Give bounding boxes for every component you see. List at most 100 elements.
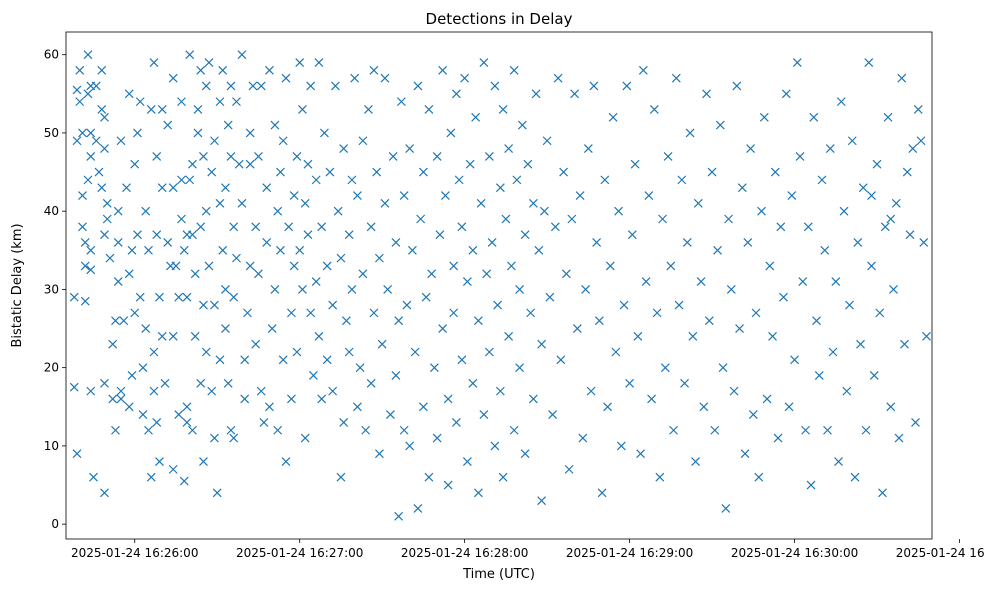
data-point-40 xyxy=(111,425,120,435)
data-point-186 xyxy=(300,198,310,208)
data-point-128 xyxy=(218,65,228,75)
data-point-171 xyxy=(278,136,288,146)
data-point-25 xyxy=(94,167,104,177)
data-point-59 xyxy=(135,97,145,107)
data-point-231 xyxy=(377,339,387,349)
data-point-168 xyxy=(273,425,283,435)
data-point-299 xyxy=(504,331,514,341)
x-tick-label-4: 2025-01-24 16:30:00 xyxy=(731,546,858,560)
data-point-219 xyxy=(355,363,365,373)
data-point-79 xyxy=(160,378,170,388)
data-point-434 xyxy=(858,183,868,193)
data-point-455 xyxy=(916,136,926,146)
data-point-189 xyxy=(303,230,313,240)
data-point-441 xyxy=(878,488,887,498)
data-point-277 xyxy=(462,457,472,466)
data-point-272 xyxy=(454,175,464,185)
data-point-55 xyxy=(130,159,140,169)
data-point-142 xyxy=(232,253,241,263)
data-point-348 xyxy=(622,81,632,91)
data-point-447 xyxy=(894,433,904,443)
data-point-176 xyxy=(287,308,296,318)
data-point-108 xyxy=(196,65,206,75)
data-point-458 xyxy=(886,214,896,224)
data-point-7 xyxy=(78,128,87,138)
data-point-257 xyxy=(427,269,437,279)
data-point-78 xyxy=(157,331,167,341)
data-point-141 xyxy=(232,97,241,107)
data-point-353 xyxy=(636,449,646,459)
data-point-191 xyxy=(306,308,316,318)
data-point-65 xyxy=(144,245,153,255)
data-point-198 xyxy=(317,394,327,404)
data-point-24 xyxy=(91,136,101,146)
data-point-64 xyxy=(144,425,153,435)
data-point-220 xyxy=(358,136,368,146)
data-point-209 xyxy=(339,144,349,154)
data-point-214 xyxy=(347,175,357,185)
data-point-378 xyxy=(704,316,714,326)
data-point-328 xyxy=(567,214,577,224)
data-point-107 xyxy=(193,128,203,138)
data-point-111 xyxy=(199,151,208,161)
data-point-303 xyxy=(509,425,519,435)
data-point-330 xyxy=(572,324,582,333)
data-point-216 xyxy=(350,73,360,83)
data-point-388 xyxy=(732,81,742,91)
data-point-14 xyxy=(83,89,93,99)
data-point-9 xyxy=(78,222,87,232)
data-point-290 xyxy=(487,238,497,247)
data-point-356 xyxy=(644,191,654,200)
data-point-335 xyxy=(586,386,596,396)
data-point-344 xyxy=(611,347,621,357)
data-point-21 xyxy=(86,386,96,396)
data-point-366 xyxy=(671,73,681,83)
data-point-343 xyxy=(608,112,618,122)
data-point-279 xyxy=(468,378,478,388)
data-point-457 xyxy=(922,331,931,341)
data-point-276 xyxy=(462,277,472,287)
data-point-385 xyxy=(724,214,733,224)
data-point-430 xyxy=(847,136,857,146)
data-point-326 xyxy=(561,269,571,279)
data-point-267 xyxy=(446,128,456,138)
data-point-292 xyxy=(490,441,500,451)
data-point-237 xyxy=(391,371,401,380)
data-point-256 xyxy=(424,472,434,482)
data-point-58 xyxy=(135,292,145,302)
data-point-200 xyxy=(322,261,332,271)
data-point-319 xyxy=(542,136,552,146)
data-point-156 xyxy=(254,269,263,279)
data-point-420 xyxy=(820,245,830,255)
data-point-218 xyxy=(352,191,362,200)
data-point-70 xyxy=(149,386,159,396)
data-point-72 xyxy=(152,417,162,427)
data-point-80 xyxy=(163,120,173,130)
data-point-18 xyxy=(86,151,96,161)
data-point-446 xyxy=(891,198,901,208)
x-tick-label-0: 2025-01-24 16:26:00 xyxy=(71,546,198,560)
data-point-302 xyxy=(509,65,519,75)
data-point-174 xyxy=(281,457,291,466)
data-point-442 xyxy=(880,222,890,232)
data-point-53 xyxy=(127,371,137,380)
data-point-162 xyxy=(265,65,274,75)
data-point-311 xyxy=(526,308,536,318)
data-point-97 xyxy=(182,402,192,412)
y-axis-label: Bistatic Delay (km) xyxy=(10,223,25,347)
data-point-261 xyxy=(435,230,445,240)
data-point-334 xyxy=(583,144,593,154)
data-point-265 xyxy=(443,394,453,404)
y-tick-label-1: 10 xyxy=(44,439,59,453)
data-point-289 xyxy=(484,347,494,357)
data-point-204 xyxy=(328,386,338,396)
data-point-94 xyxy=(179,476,189,486)
x-tick-label-5: 2025-01-24 16:31:00 xyxy=(896,546,986,560)
data-point-137 xyxy=(226,425,236,435)
data-point-36 xyxy=(105,253,115,263)
data-point-222 xyxy=(361,425,371,435)
data-point-138 xyxy=(229,222,239,232)
data-point-291 xyxy=(490,81,500,91)
data-point-146 xyxy=(240,355,250,365)
data-point-432 xyxy=(853,238,863,247)
